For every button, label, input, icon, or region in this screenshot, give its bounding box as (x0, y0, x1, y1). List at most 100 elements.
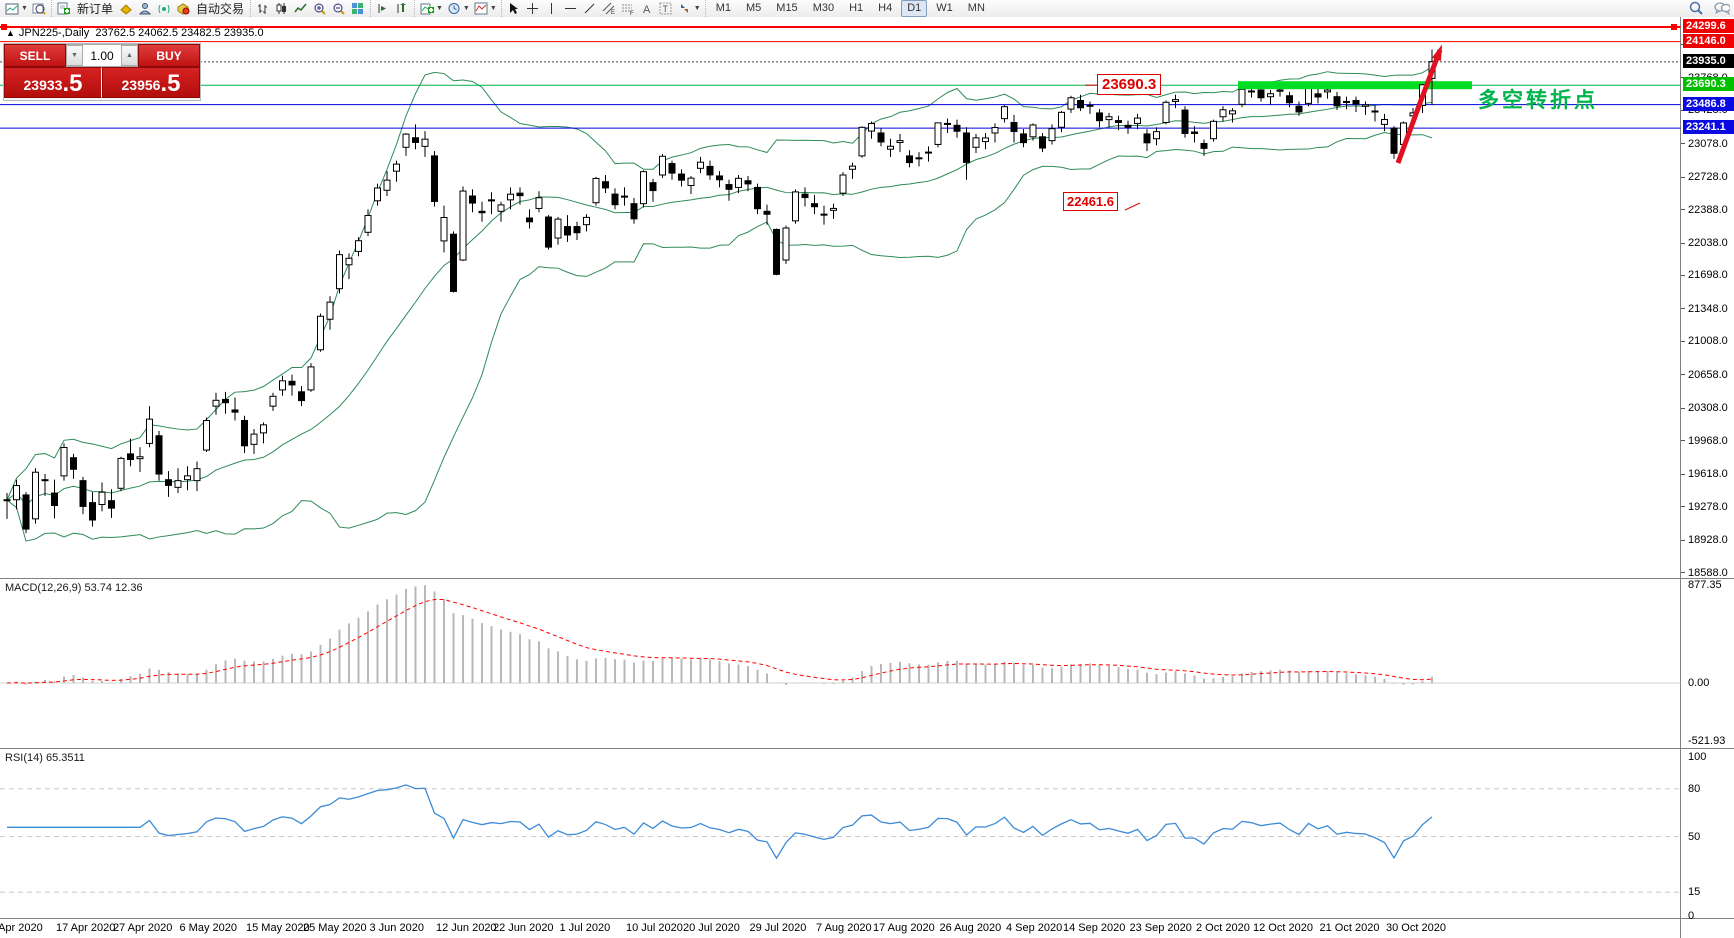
timeframe-H4[interactable]: H4 (878, 2, 893, 14)
time-axis-label: 20 Jul 2020 (683, 922, 740, 934)
time-axis-label: 3 Jun 2020 (369, 922, 424, 934)
volume-input[interactable]: 1.00 (90, 48, 114, 63)
time-axis-label: 4 Sep 2020 (1006, 922, 1063, 934)
toolbar-group-chartmode (249, 0, 370, 17)
price-tick-label: 19278.0 (1688, 500, 1728, 513)
time-axis-label: 1 Jul 2020 (559, 922, 611, 934)
price-tick-label: 20308.0 (1688, 402, 1728, 415)
crosshair-icon[interactable] (525, 1, 541, 16)
price-tick-label: 22728.0 (1688, 171, 1728, 184)
time-axis-label: 29 Jul 2020 (749, 922, 807, 934)
auto-trading-icon[interactable] (175, 1, 191, 16)
new-order-label[interactable]: 新订单 (76, 2, 113, 16)
periods-caret-icon[interactable]: ▼ (462, 5, 470, 12)
time-axis-label: 2 Oct 2020 (1196, 922, 1250, 934)
arrows-tool-icon[interactable] (677, 1, 693, 16)
rsi-axis-label: 0 (1688, 910, 1695, 922)
price-tick-mark (1681, 242, 1685, 244)
bar-chart-mode-icon[interactable] (255, 1, 271, 16)
add-indicator-icon[interactable] (419, 1, 435, 16)
fibonacci-tool-icon[interactable]: F (620, 1, 636, 16)
new-order-icon[interactable] (56, 1, 72, 16)
profiles-icon[interactable] (137, 1, 153, 16)
templates-caret-icon[interactable]: ▼ (489, 5, 497, 12)
toolbar-group-scroll (369, 0, 414, 17)
timeframe-W1[interactable]: W1 (936, 2, 953, 14)
timeframe-H1[interactable]: H1 (849, 2, 864, 14)
add-indicator-caret-icon[interactable]: ▼ (435, 5, 443, 12)
timeframe-D1[interactable]: D1 (901, 0, 928, 17)
tile-windows-icon[interactable] (350, 1, 366, 16)
rsi-label: RSI(14) 65.3511 (5, 752, 85, 764)
arrows-caret-icon[interactable]: ▼ (693, 5, 701, 12)
price-badge-23690.3: 23690.3 (1683, 77, 1734, 92)
price-tick-label: 22388.0 (1688, 203, 1728, 216)
main-toolbar: ▼ 新订单 自动交易 ▼ ▼ ▼ (0, 0, 1734, 18)
price-tick-mark (1681, 572, 1685, 574)
chart-canvas[interactable] (0, 17, 1734, 938)
time-axis-label: 21 Oct 2020 (1319, 922, 1380, 934)
buy-button[interactable]: BUY (138, 44, 200, 67)
time-axis-label: 12 Oct 2020 (1253, 922, 1313, 934)
zoom-in-icon[interactable] (312, 1, 328, 16)
price-badge-23241.1: 23241.1 (1683, 120, 1734, 135)
volume-increase-button[interactable]: ▲ (121, 45, 138, 66)
svg-text:T: T (663, 4, 669, 14)
time-axis-label: 12 Jun 2020 (436, 922, 497, 934)
buy-price-display[interactable]: 23956.5 (102, 67, 200, 98)
chart-window-icon[interactable] (4, 1, 20, 16)
candlestick-mode-icon[interactable] (274, 1, 290, 16)
time-axis-label: 6 May 2020 (179, 922, 237, 934)
volume-decrease-button[interactable]: ▼ (66, 45, 83, 66)
time-axis-label: 26 Aug 2020 (939, 922, 1002, 934)
macd-axis-label: 877.35 (1688, 579, 1722, 592)
data-feed-icon[interactable] (156, 1, 172, 16)
resistance-price-label[interactable]: 23690.3 (1097, 74, 1162, 95)
timeframe-MN[interactable]: MN (967, 2, 985, 14)
time-axis-label: 23 Sep 2020 (1129, 922, 1192, 934)
price-tick-label: 22038.0 (1688, 237, 1728, 249)
chat-icon[interactable] (1714, 1, 1730, 16)
toolbar-group-add: ▼ ▼ ▼ (413, 0, 501, 17)
chart-symbol-title: ▲ JPN225-,Daily 23762.5 24062.5 23482.5 2… (6, 27, 264, 39)
timeframe-bar: M1 M5 M15 M30 H1 H4 D1 W1 MN (704, 0, 995, 17)
vertical-line-tool-icon[interactable] (544, 1, 560, 16)
templates-icon[interactable] (473, 1, 489, 16)
time-axis-label: 27 Apr 2020 (113, 922, 173, 934)
sell-button[interactable]: SELL (4, 44, 66, 67)
macd-axis-label: 0.00 (1688, 677, 1710, 689)
price-badge-24146.0: 24146.0 (1683, 33, 1734, 48)
trendline-tool-icon[interactable] (582, 1, 598, 16)
text-label-tool-icon[interactable]: T (658, 1, 674, 16)
text-tool-icon[interactable]: A (639, 1, 655, 16)
price-tick-label: 19618.0 (1688, 468, 1728, 481)
support-price-label[interactable]: 22461.6 (1063, 192, 1118, 211)
timeframe-M30[interactable]: M30 (812, 2, 835, 14)
turning-point-note[interactable]: 多空转折点 (1478, 89, 1598, 112)
timeframe-M1[interactable]: M1 (715, 2, 731, 14)
chart-styles-icon[interactable] (118, 1, 134, 16)
timeframe-M5[interactable]: M5 (746, 2, 762, 14)
market-watch-search-icon[interactable] (31, 1, 47, 16)
zoom-out-icon[interactable] (331, 1, 347, 16)
horizontal-line-tool-icon[interactable] (563, 1, 579, 16)
auto-trading-label[interactable]: 自动交易 (195, 2, 244, 16)
timeframe-M15[interactable]: M15 (776, 2, 798, 14)
chart-shift-icon[interactable] (394, 1, 410, 16)
chart-window-caret-icon[interactable]: ▼ (21, 5, 28, 12)
sell-price-display[interactable]: 23933.5 (4, 67, 102, 98)
periods-clock-icon[interactable] (446, 1, 462, 16)
rsi-axis-label: 15 (1688, 886, 1701, 899)
search-icon[interactable] (1688, 1, 1704, 16)
toolbar-group-windows: ▼ (0, 0, 51, 17)
cursor-icon[interactable] (506, 1, 522, 16)
price-tick-mark (1681, 407, 1685, 409)
price-badge-23486.8: 23486.8 (1683, 96, 1734, 111)
auto-scroll-icon[interactable] (375, 1, 391, 16)
price-tick-mark (1681, 473, 1685, 475)
sell-price-fraction: .5 (62, 70, 83, 97)
price-tick-mark (1681, 176, 1685, 178)
line-chart-mode-icon[interactable] (293, 1, 309, 16)
equidistant-channel-tool-icon[interactable]: E (601, 1, 617, 16)
